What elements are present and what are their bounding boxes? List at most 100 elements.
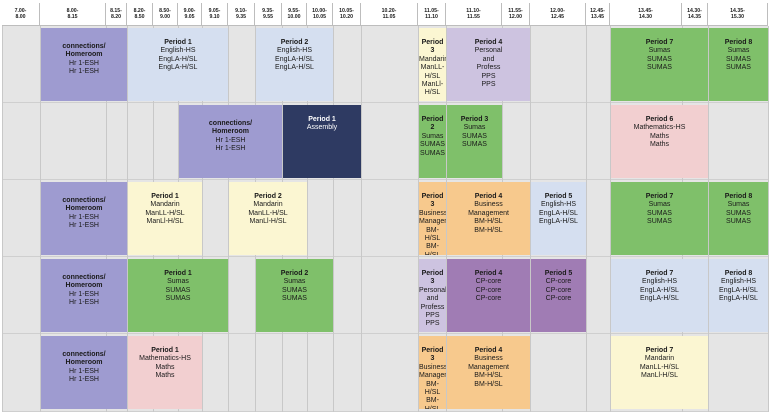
class-detail-line: Mandarin — [644, 355, 675, 363]
class-detail-line: SUMAS — [165, 286, 191, 294]
class-detail-line: SUMAS — [647, 55, 672, 63]
class-detail-line: SUMAS — [420, 141, 445, 149]
class-block[interactable]: Period 1 English-HS EngLA-H/SL EngLA-H/SL — [128, 28, 228, 101]
class-period-title: Period 2 — [280, 270, 309, 277]
class-detail-line: Management — [468, 209, 509, 217]
grid-column-line — [446, 26, 447, 412]
class-block[interactable]: Period 4 CP-core CP-core CP-core — [447, 259, 530, 332]
class-block[interactable]: connections/ Homeroom Hr 1-ESH Hr 1-ESH — [41, 182, 127, 255]
class-block[interactable]: Period 7 Sumas SUMAS SUMAS — [611, 28, 708, 101]
class-period-title: Period 1 — [164, 39, 192, 46]
class-period-title: Period 4 — [474, 270, 503, 277]
grid-column-line — [228, 26, 229, 412]
class-detail-line: Hr 1-ESH — [215, 145, 246, 153]
class-detail-line: Maths — [649, 132, 670, 140]
class-block[interactable]: connections/ Homeroom Hr 1-ESH Hr 1-ESH — [41, 28, 127, 101]
class-period-title: Period 5 — [544, 193, 573, 200]
class-block[interactable]: Period 7 Sumas SUMAS SUMAS — [611, 182, 708, 255]
class-detail-line: Hr 1-ESH — [69, 367, 99, 375]
class-period-title: Period 1 — [151, 347, 179, 354]
class-detail-line: SUMAS — [420, 149, 445, 157]
class-detail-line: Sumas — [648, 47, 671, 55]
time-slot-header: 13.45- 14.30 — [610, 3, 682, 26]
class-block[interactable]: Period 8 Sumas SUMAS SUMAS — [709, 182, 768, 255]
grid-column-line — [768, 26, 769, 412]
class-period-title: Period 3 — [421, 347, 444, 363]
class-block[interactable]: Period 4 Business Management BM-H/SL BM-H/SL — [447, 336, 530, 409]
class-detail-line: SUMAS — [647, 209, 672, 217]
class-detail-line: PPS — [481, 72, 496, 80]
class-detail-line: CP-core — [475, 295, 502, 303]
class-period-title: Period 3 — [421, 39, 444, 55]
class-detail-line: Mathematics-HS — [139, 355, 191, 363]
class-block[interactable]: Period 5 English-HS EngLA-H/SL EngLA-H/SL — [531, 182, 586, 255]
class-detail-line: Business — [419, 363, 446, 371]
class-detail-line: ManLL-H/SL — [420, 64, 445, 80]
class-period-title: Period 1 — [151, 193, 179, 200]
grid-column-line — [40, 26, 41, 412]
time-slot-header: 8.20- 8.50 — [127, 3, 153, 26]
class-block[interactable]: Period 1 Assembly — [283, 105, 361, 178]
class-block[interactable]: connections/ Homeroom Hr 1-ESH Hr 1-ESH — [41, 336, 127, 409]
class-block[interactable]: Period 4 Business Management BM-H/SL BM-H/SL — [447, 182, 530, 255]
class-detail-line: EngLA-H/SL — [275, 55, 314, 63]
class-period-title: Period 2 — [254, 193, 282, 200]
class-block[interactable]: Period 3 Mandarin ManLL-H/SL ManLl-H/SL — [419, 28, 446, 101]
class-period-title: Period 3 — [460, 116, 489, 123]
class-block[interactable]: Period 2 Mandarin ManLL-H/SL ManLl-H/SL — [229, 182, 307, 255]
class-detail-line: SUMAS — [726, 218, 751, 226]
class-block[interactable]: Period 1 Mathematics-HS Maths Maths — [128, 336, 202, 409]
class-detail-line: CP-core — [545, 286, 572, 294]
class-block[interactable]: Period 8 English-HS EngLA-H/SL EngLA-H/SL — [709, 259, 768, 332]
grid-column-line — [530, 26, 531, 412]
time-slot-header: 9.05- 9.10 — [202, 3, 228, 26]
class-block[interactable]: Period 1 Mandarin ManLL-H/SL ManLl-H/SL — [128, 182, 202, 255]
class-period-title: Period 3 — [421, 270, 444, 286]
class-detail-line: SUMAS — [282, 295, 307, 303]
class-block[interactable]: Period 6 Mathematics-HS Maths Maths — [611, 105, 708, 178]
class-period-title: Period 8 — [724, 270, 753, 277]
class-block[interactable]: Period 4 Personal and Profess PPS PPS — [447, 28, 530, 101]
class-period-title: Period 4 — [474, 193, 503, 200]
class-detail-line: EngLA-H/SL — [275, 64, 314, 72]
class-detail-line: SUMAS — [647, 64, 672, 72]
class-detail-line: Maths — [155, 363, 175, 371]
time-slot-header: 10.00- 10.05 — [307, 3, 333, 26]
time-slot-header: 8.00- 8.15 — [40, 3, 106, 26]
class-detail-line: Sumas — [463, 124, 486, 132]
class-block[interactable]: Period 2 English-HS EngLA-H/SL EngLA-H/SL — [256, 28, 333, 101]
class-detail-line: EngLA-H/SL — [719, 286, 758, 294]
class-detail-line: PPS — [425, 320, 440, 328]
class-block[interactable]: connections/ Homeroom Hr 1-ESH Hr 1-ESH — [41, 259, 127, 332]
class-block[interactable]: Period 2 Sumas SUMAS SUMAS — [256, 259, 333, 332]
class-detail-line: SUMAS — [726, 209, 751, 217]
class-block[interactable]: connections/ Homeroom Hr 1-ESH Hr 1-ESH — [179, 105, 282, 178]
class-detail-line: Hr 1-ESH — [69, 222, 99, 230]
class-block[interactable]: Period 2 Sumas SUMAS SUMAS — [419, 105, 446, 178]
class-detail-line: SUMAS — [282, 286, 307, 294]
class-period-title: Period 7 — [645, 347, 674, 354]
class-block[interactable]: Period 5 CP-core CP-core CP-core — [531, 259, 586, 332]
class-detail-line: ManLL-H/SL — [248, 209, 288, 217]
class-block[interactable]: Period 3 Personal and Profess PPS PPS — [419, 259, 446, 332]
class-detail-line: Sumas — [727, 47, 750, 55]
class-block[interactable]: Period 1 Sumas SUMAS SUMAS — [128, 259, 228, 332]
class-detail-line: SUMAS — [165, 295, 191, 303]
class-block[interactable]: Period 7 English-HS EngLA-H/SL EngLA-H/SL — [611, 259, 708, 332]
grid-column-line — [418, 26, 419, 412]
class-detail-line: SUMAS — [726, 55, 751, 63]
time-slot-header: 10.05- 10.20 — [333, 3, 361, 26]
class-detail-line: English-HS — [540, 201, 576, 209]
grid-column-line — [2, 26, 3, 412]
class-detail-line: Mathematics-HS — [633, 124, 686, 132]
class-detail-line: ManLl-H/SL — [421, 81, 444, 97]
class-block[interactable]: Period 8 Sumas SUMAS SUMAS — [709, 28, 768, 101]
class-block[interactable]: Period 7 Mandarin ManLL-H/SL ManLl-H/SL — [611, 336, 708, 409]
class-detail-line: Maths — [649, 141, 670, 149]
class-detail-line: Business — [474, 355, 503, 363]
class-block[interactable]: Period 3 Sumas SUMAS SUMAS — [447, 105, 502, 178]
class-detail-line: EngLA-H/SL — [640, 286, 679, 294]
class-detail-line: Personal — [419, 286, 446, 294]
